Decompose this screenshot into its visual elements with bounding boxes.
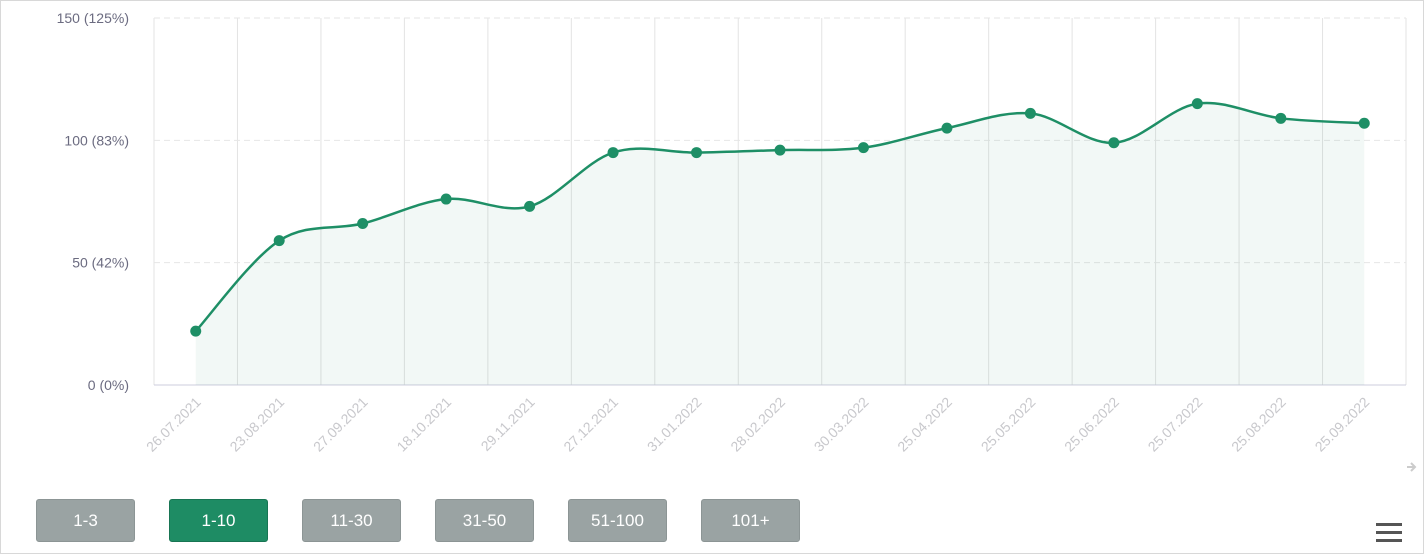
range-button[interactable]: 101+ (701, 499, 800, 542)
point (941, 122, 953, 134)
point (1108, 137, 1120, 149)
x-tick-label: 25.04.2022 (894, 394, 955, 455)
x-tick-label: 27.09.2021 (310, 394, 371, 455)
x-tick-label: 26.07.2021 (143, 394, 204, 455)
point (190, 325, 202, 337)
range-button[interactable]: 11-30 (302, 499, 401, 542)
point (273, 235, 285, 247)
x-tick-label: 25.06.2022 (1061, 394, 1122, 455)
point (1275, 112, 1287, 124)
point (607, 147, 619, 159)
range-button[interactable]: 1-10 (169, 499, 268, 542)
point (1358, 117, 1370, 129)
x-tick-label: 31.01.2022 (644, 394, 705, 455)
menu-icon[interactable] (1375, 521, 1403, 545)
y-tick-label: 50 (42%) (72, 255, 129, 271)
y-tick-label: 0 (0%) (88, 377, 129, 393)
range-button[interactable]: 31-50 (435, 499, 534, 542)
point (440, 193, 452, 205)
range-button[interactable]: 51-100 (568, 499, 667, 542)
point (774, 144, 786, 156)
x-tick-label: 25.08.2022 (1228, 394, 1289, 455)
point (524, 200, 536, 212)
x-tick-label: 29.11.2021 (478, 394, 538, 454)
x-tick-label: 18.10.2021 (393, 394, 454, 455)
x-tick-label: 28.02.2022 (727, 394, 788, 455)
point (1191, 98, 1203, 110)
x-tick-label: 25.09.2022 (1312, 394, 1373, 455)
x-tick-label: 25.05.2022 (978, 394, 1039, 455)
x-tick-label: 23.08.2021 (226, 394, 287, 455)
point (1024, 107, 1036, 119)
point (691, 147, 703, 159)
x-tick-label: 25.07.2022 (1145, 394, 1206, 455)
y-tick-label: 100 (83%) (64, 132, 129, 148)
y-tick-label: 150 (125%) (57, 10, 129, 26)
point (857, 142, 869, 154)
x-tick-label: 30.03.2022 (811, 394, 872, 455)
x-tick-label: 27.12.2021 (560, 394, 621, 455)
range-button[interactable]: 1-3 (36, 499, 135, 542)
scroll-arrow[interactable] (1407, 462, 1417, 472)
point (357, 218, 369, 230)
chart: 0 (0%) 50 (42%) 100 (83%) 150 (125%) 26.07.2… (57, 10, 1417, 472)
area (195, 102, 1365, 385)
